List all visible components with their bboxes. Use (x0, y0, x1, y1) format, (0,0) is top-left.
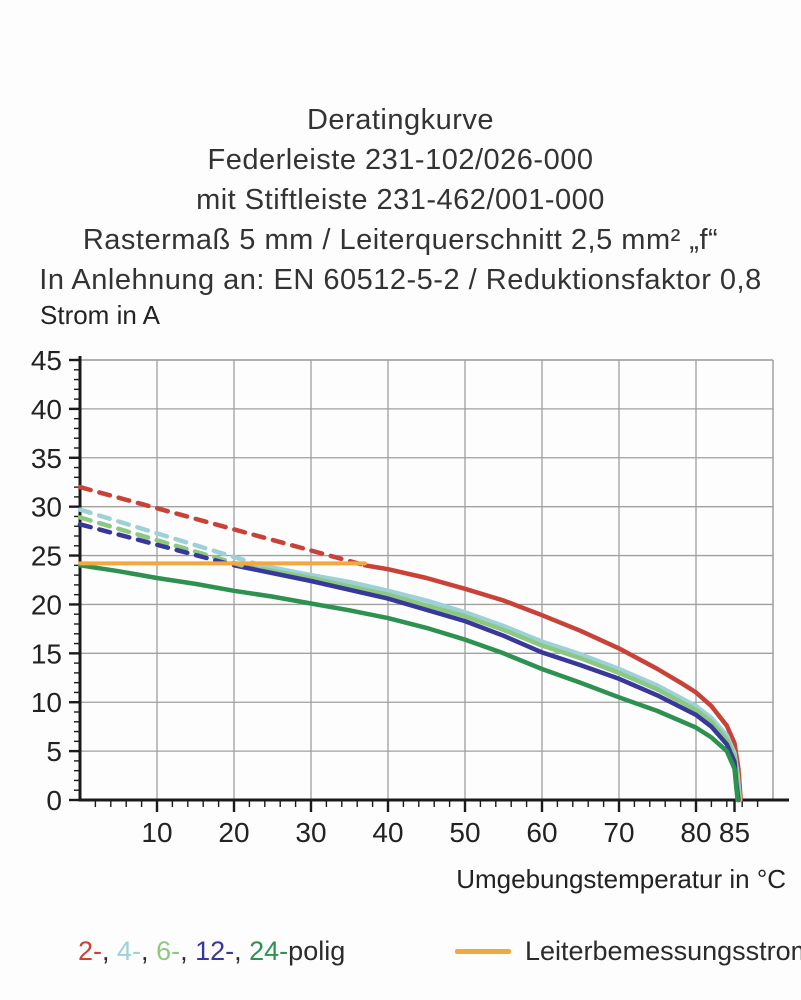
curve-24-polig (77, 563, 740, 803)
derating-chart: 10 20 30 40 50 60 70 80 85 0 5 10 15 20 25 30 35 40 45 Stro… (31, 300, 789, 894)
x-tick-label: 60 (526, 817, 557, 848)
chart-title-block: Deratingkurve Federleiste 231-102/026-00… (0, 100, 801, 300)
title-line-2: Federleiste 231-102/026-000 (207, 144, 594, 176)
rated-current-swatch-icon (455, 949, 511, 954)
legend-pole-6-polig: 6- (156, 936, 181, 966)
y-tick-label: 40 (31, 394, 62, 425)
x-tick-label: 40 (372, 817, 403, 848)
legend-row: 2-, 4-, 6-, 12-, 24-polig Leiterbemessun… (0, 928, 801, 978)
y-tick-label: 5 (46, 736, 62, 767)
legend-separator: , (234, 936, 250, 966)
curve-2-polig (362, 563, 743, 803)
title-line-3: mit Stiftleiste 231-462/001-000 (196, 184, 605, 216)
y-tick-label: 25 (31, 541, 62, 572)
rated-current-label: Leiterbemessungsstrom (525, 936, 801, 966)
title-line-5: In Anlehnung an: EN 60512-5-2 / Reduktio… (39, 264, 762, 296)
x-tick-label: 50 (449, 817, 480, 848)
y-tick-label: 20 (31, 589, 62, 620)
x-tick-label: 20 (218, 817, 249, 848)
curve-6-polig (239, 563, 742, 803)
title-line-1: Deratingkurve (306, 104, 495, 136)
legend-pole-2-polig: 2- (78, 936, 103, 966)
legend-separator: , (180, 936, 196, 966)
curve-2-polig-dashed (77, 484, 368, 568)
legend-rated-current: Leiterbemessungsstrom (455, 936, 801, 967)
legend-separator: , (141, 936, 157, 966)
legend-separator: , (102, 936, 118, 966)
y-tick-label: 30 (31, 492, 62, 523)
legend-pole-4-polig: 4- (117, 936, 142, 966)
y-tick-label: 45 (31, 345, 62, 376)
curve-12-polig-dashed (77, 522, 237, 568)
legend-poles: 2-, 4-, 6-, 12-, 24-polig (78, 936, 345, 967)
y-tick-label: 0 (46, 785, 62, 816)
y-tick-label: 10 (31, 687, 62, 718)
title-line-4: Rastermaß 5 mm / Leiterquerschnitt 2,5 m… (82, 224, 719, 256)
y-tick-label: 35 (31, 443, 62, 474)
curve-12-polig (231, 563, 741, 803)
legend-poles-suffix: polig (288, 936, 346, 966)
curve-4-polig-dashed (77, 507, 264, 568)
x-tick-label: 70 (603, 817, 634, 848)
x-tick-label: 85 (719, 817, 750, 848)
x-axis-title: Umgebungstemperatur in °C (456, 864, 786, 894)
x-tick-label: 80 (680, 817, 711, 848)
legend-pole-12-polig: 12- (195, 936, 235, 966)
y-tick-label: 15 (31, 638, 62, 669)
curve-6-polig-dashed (77, 515, 244, 568)
x-tick-label: 10 (141, 817, 172, 848)
x-tick-label: 30 (295, 817, 326, 848)
y-axis-title: Strom in A (40, 300, 161, 330)
legend-pole-24-polig: 24- (249, 936, 289, 966)
